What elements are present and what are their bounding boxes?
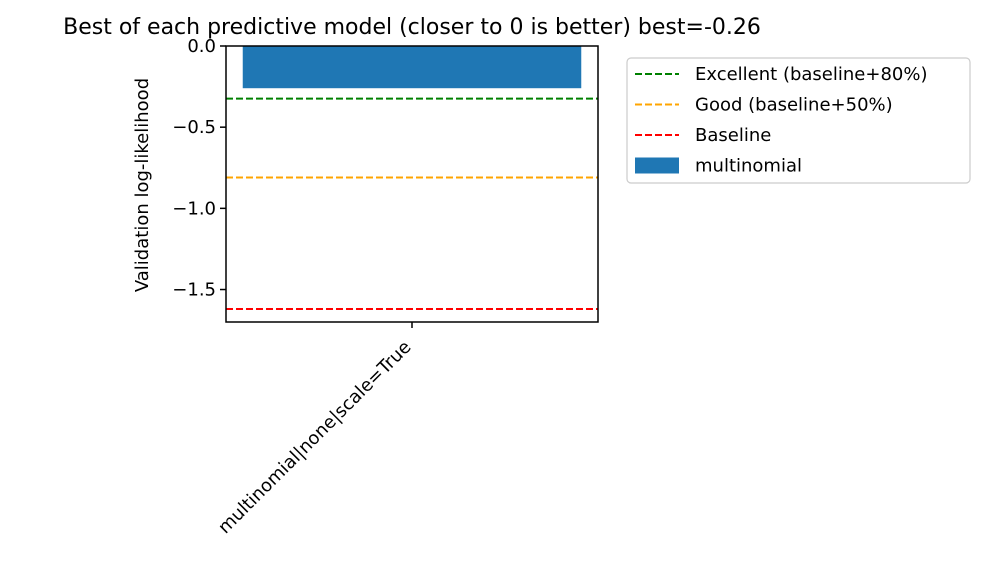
chart-title: Best of each predictive model (closer to… <box>63 15 761 40</box>
bar-multinomial-0 <box>242 46 582 89</box>
legend-label-series-0: multinomial <box>695 156 802 177</box>
y-axis-label: Validation log-likelihood <box>132 78 153 292</box>
legend-label-0: Excellent (baseline+80%) <box>695 64 927 85</box>
legend-label-1: Good (baseline+50%) <box>695 95 893 116</box>
x-tick-label-0: multinomial|none|scale=True <box>214 337 415 538</box>
legend-frame <box>626 57 971 184</box>
y-tick-label-0: 0.0 <box>187 36 216 57</box>
legend-label-2: Baseline <box>695 125 771 146</box>
legend: Excellent (baseline+80%) Good (baseline+5… <box>626 57 971 184</box>
legend-swatch-series-0 <box>635 157 679 174</box>
y-tick-label-2: −1.0 <box>172 198 216 219</box>
y-tick-label-1: −0.5 <box>172 117 216 138</box>
y-tick-label-3: −1.5 <box>172 280 216 301</box>
